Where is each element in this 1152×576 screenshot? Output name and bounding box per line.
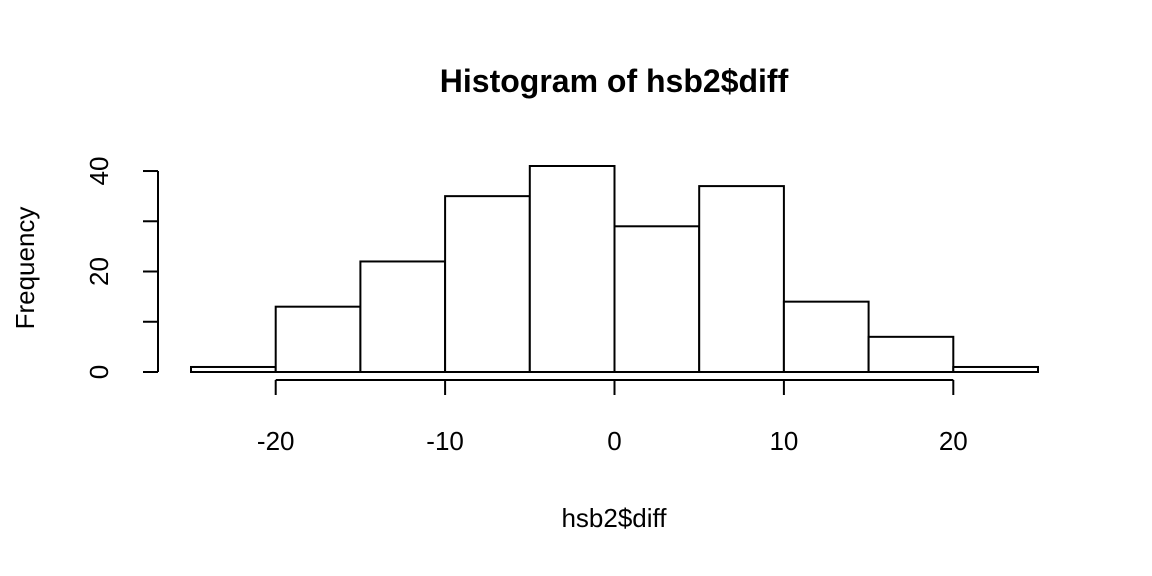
y-axis-label: Frequency	[10, 207, 40, 330]
histogram-bar-2	[359, 260, 447, 373]
x-tick-label-4: 20	[939, 426, 968, 456]
x-axis: -20 -10 0 10 20	[257, 379, 968, 456]
histogram-bar-9	[952, 365, 1039, 374]
histogram-bar-1	[274, 305, 362, 373]
bars-group	[190, 165, 1039, 374]
histogram-bar-3	[444, 195, 531, 373]
y-axis: 0 20 40	[84, 157, 159, 379]
y-tick-label-0: 0	[84, 365, 114, 379]
histogram-bar-4	[528, 165, 616, 373]
x-tick-label-3: 10	[769, 426, 798, 456]
histogram-bar-0	[190, 365, 277, 374]
y-tick-label-4: 40	[84, 157, 114, 186]
histogram-bar-8	[867, 335, 955, 373]
chart-title: Histogram of hsb2$diff	[440, 63, 789, 99]
y-tick-label-2: 20	[84, 257, 114, 286]
x-axis-label: hsb2$diff	[561, 503, 667, 533]
x-tick-label-0: -20	[257, 426, 295, 456]
histogram-bar-5	[613, 225, 701, 373]
histogram-bar-6	[698, 185, 785, 373]
histogram-bar-7	[782, 300, 870, 373]
x-tick-label-2: 0	[607, 426, 621, 456]
x-tick-label-1: -10	[426, 426, 464, 456]
